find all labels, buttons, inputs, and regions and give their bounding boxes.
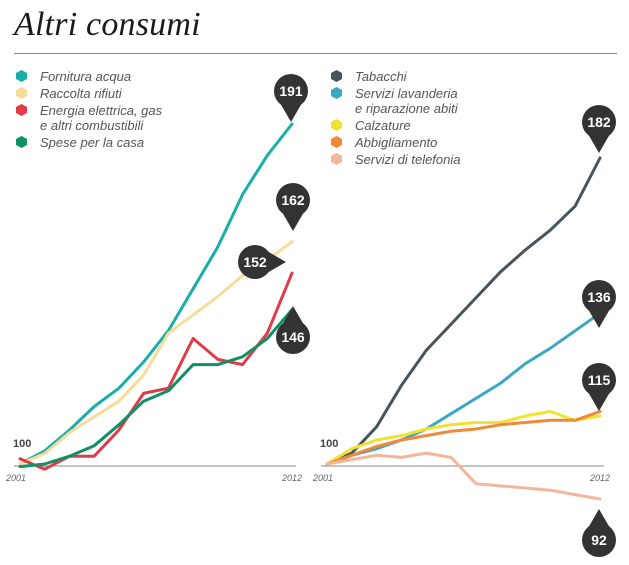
end-value-label: 92 — [591, 532, 607, 548]
legend-swatch — [16, 87, 27, 99]
end-value-label: 191 — [279, 83, 303, 99]
legend-swatch — [331, 70, 342, 82]
legend-item: Calzature — [331, 118, 531, 133]
series-line-servizi-di-telefonia — [325, 451, 602, 501]
end-value-label: 162 — [281, 192, 305, 208]
series-line-tabacchi — [325, 156, 602, 466]
end-value-pin: 182 — [582, 105, 616, 153]
chart-title: Altri consumi — [14, 6, 201, 43]
legend-item: Servizi lavanderia e riparazione abiti — [331, 86, 531, 116]
end-value-pin: 136 — [582, 280, 616, 328]
legend-item: Tabacchi — [331, 69, 531, 84]
series-line-servizi-lavanderia-e-riparazione-abiti — [325, 311, 602, 466]
end-value-pin: 152 — [238, 245, 286, 279]
end-value-pin: 92 — [582, 509, 616, 557]
legend-label: Servizi di telefonia — [355, 152, 461, 167]
legend-swatch — [331, 119, 342, 131]
x-tick-label: 2001 — [5, 473, 26, 483]
legend-label: Calzature — [355, 118, 411, 133]
legend-item: Raccolta rifiuti — [16, 86, 216, 101]
legend-item: Fornitura acqua — [16, 69, 216, 84]
base-value-label: 100 — [320, 438, 338, 450]
legend-left: Fornitura acqua Raccolta rifiuti Energia e… — [16, 69, 216, 152]
series-line-fornitura-acqua — [18, 122, 294, 466]
end-value-pin: 191 — [274, 74, 308, 122]
end-value-label: 136 — [587, 289, 611, 305]
end-value-label: 152 — [243, 254, 267, 270]
legend-item: Spese per la casa — [16, 135, 216, 150]
legend-label: Raccolta rifiuti — [40, 86, 122, 101]
base-value-label: 100 — [13, 438, 31, 450]
legend-label: Servizi lavanderia e riparazione abiti — [355, 86, 458, 116]
end-value-pin: 146 — [276, 306, 310, 354]
legend-swatch — [16, 136, 27, 148]
series-line-calzature — [325, 410, 602, 466]
legend-label: Abbigliamento — [355, 135, 438, 150]
legend-label: Fornitura acqua — [40, 69, 132, 84]
series-line-spese-per-la-casa — [18, 308, 294, 469]
title-divider — [14, 53, 617, 54]
end-value-label: 182 — [587, 114, 611, 130]
end-value-pin: 115 — [582, 363, 616, 411]
end-value-label: 146 — [281, 329, 305, 345]
legend-label: Energia elettrica, gas e altri combustib… — [40, 103, 163, 133]
legend-swatch — [16, 104, 27, 116]
legend-right: Tabacchi Servizi lavanderia e riparazione… — [331, 69, 531, 169]
x-tick-label: 2012 — [589, 473, 610, 483]
legend-label: Spese per la casa — [40, 135, 145, 150]
x-tick-label: 2001 — [312, 473, 333, 483]
legend-swatch — [331, 136, 342, 148]
end-value-pin: 162 — [276, 183, 310, 231]
end-value-label: 115 — [588, 372, 611, 388]
legend-swatch — [16, 70, 27, 82]
x-tick-label: 2012 — [281, 473, 302, 483]
legend-swatch — [331, 87, 342, 99]
legend-swatch — [331, 153, 342, 165]
legend-item: Abbigliamento — [331, 135, 531, 150]
legend-label: Tabacchi — [355, 69, 407, 84]
series-line-abbigliamento — [325, 410, 602, 466]
legend-item: Energia elettrica, gas e altri combustib… — [16, 103, 216, 133]
legend-item: Servizi di telefonia — [331, 152, 531, 167]
